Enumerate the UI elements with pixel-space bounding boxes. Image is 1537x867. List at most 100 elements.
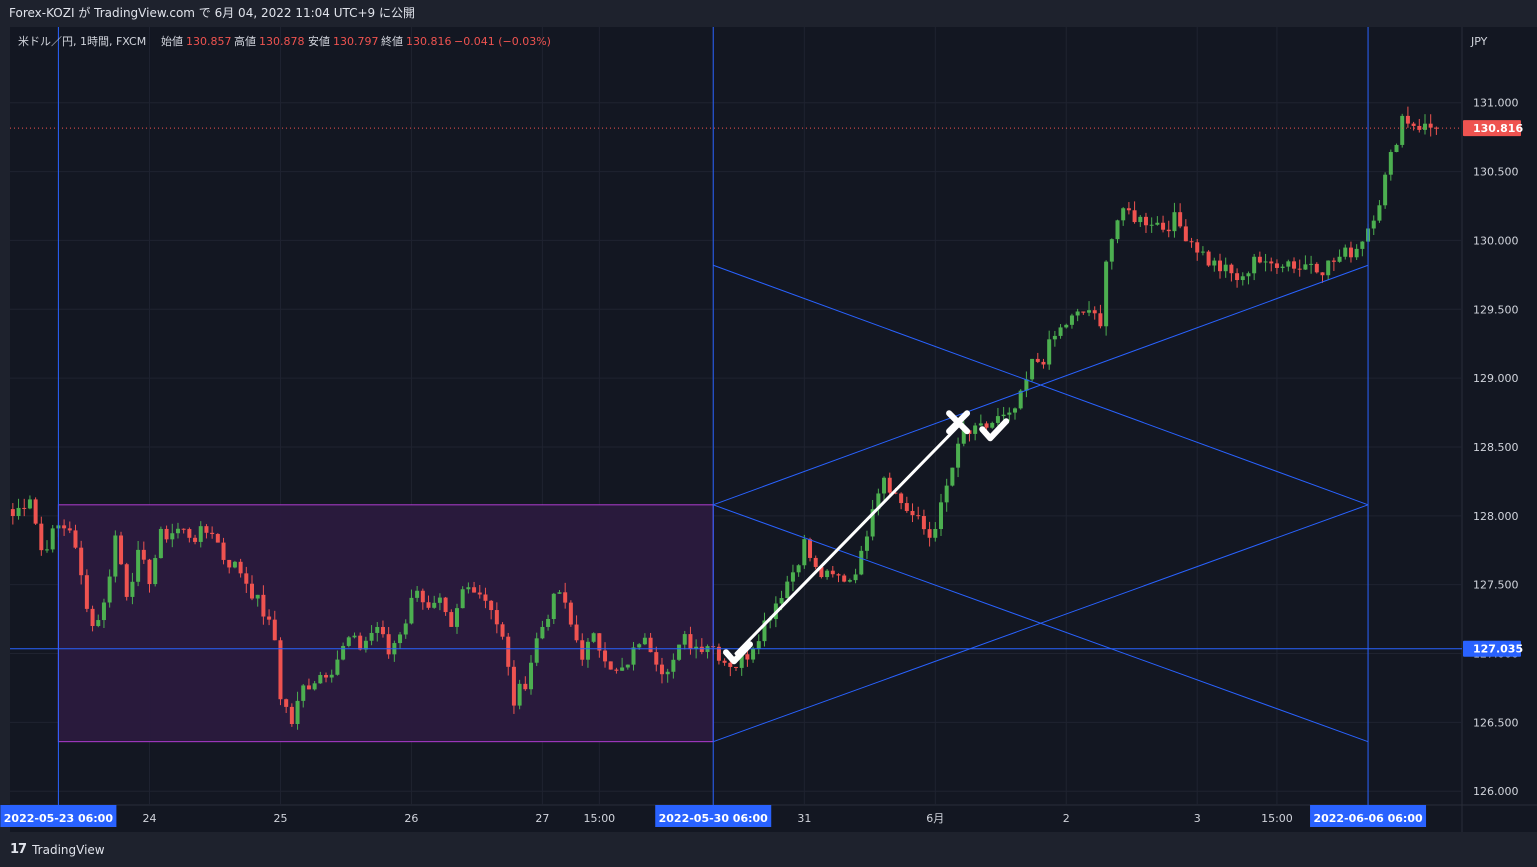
candle-body [1035,358,1040,362]
candle-body [802,539,807,566]
candle-body [289,706,294,725]
candle-body [557,592,562,594]
candle-body [375,627,380,633]
candle-body [295,700,300,725]
candle-body [335,659,340,675]
candle-body [1075,311,1080,316]
candle-body [324,675,329,678]
candle-body [420,590,425,603]
candle-body [1286,261,1291,267]
candle-body [403,623,408,635]
price-tick-label: 129.500 [1473,303,1519,316]
candle-body [449,612,454,627]
price-tick-label: 130.000 [1473,234,1519,247]
legend-high-value: 130.878 [259,35,305,48]
candle-body [1001,414,1006,417]
drawings [10,27,1462,805]
legend-open-label: 始値 [161,34,183,48]
candle-body [1109,239,1114,262]
candle-body [1172,212,1177,232]
candle-body [1218,260,1222,272]
candle-body [1041,361,1046,365]
candle-body [204,526,209,533]
cross-icon [946,410,971,435]
candle-body [1348,247,1353,258]
candle-body [45,549,50,551]
candle-body [568,602,573,625]
candle-body [1263,261,1268,263]
candle-body [808,539,813,558]
candle-body [301,685,306,701]
candle-body [210,532,215,535]
candle-body [830,570,835,575]
candle-body [1269,261,1274,264]
candle-body [1383,174,1388,206]
price-tick-label: 131.000 [1473,97,1519,110]
legend-low-label: 安値 [308,34,330,48]
candle-body [250,583,254,599]
time-tick-label: 25 [273,812,287,825]
candle-body [238,561,243,574]
candle-body [1155,222,1160,225]
candle-body [369,632,374,641]
candle-body [472,587,477,593]
chart[interactable]: 126.000126.500127.000127.500128.000128.5… [0,27,1537,832]
candle-body [563,592,568,603]
candle-body [1371,220,1376,229]
candle-body [1126,208,1131,211]
candle-body [119,535,124,565]
candle-body [842,575,847,582]
candle-body [312,683,317,690]
candle-body [511,666,516,706]
candles [10,106,1439,730]
candle-body [198,526,203,542]
candle-body [1411,123,1416,126]
candle-body [853,574,858,581]
candle-body [73,530,78,548]
candle-body [1422,123,1427,130]
candle-body [927,529,932,538]
brand-name: TradingView [32,842,105,857]
candle-body [1274,263,1279,268]
candle-body [876,493,881,510]
candle-body [1189,241,1194,243]
candle-body [175,528,180,534]
candle-body [694,646,699,650]
candle-body [1320,272,1325,276]
candle-body [1388,152,1393,175]
price-tick-label: 130.500 [1473,166,1519,179]
candle-body [90,608,95,627]
legend-high-label: 高値 [234,34,256,48]
candle-body [221,542,226,560]
candle-body [779,598,784,604]
candle-body [215,534,220,543]
candle-body [1292,261,1297,269]
candle-body [187,529,192,538]
candle-body [267,616,272,620]
candle-body [904,503,909,511]
candle-body [1331,260,1336,262]
candle-body [540,626,545,639]
candle-body [244,573,249,584]
candle-body [96,620,101,627]
price-tick-label: 126.500 [1473,716,1519,729]
footer: 17 TradingView [0,832,1537,867]
candle-body [1115,220,1120,240]
candle-body [67,528,72,531]
candle-body [1337,256,1342,262]
candle-body [825,570,830,578]
candle-body [677,644,682,660]
candle-body [585,641,590,660]
candle-body [380,627,385,635]
candle-body [193,537,198,542]
candle-body [1143,216,1148,226]
candle-body [1223,264,1228,272]
candle-body [1229,264,1234,274]
time-tag-bg [0,805,117,827]
candle-body [10,509,15,516]
candle-body [995,416,1000,423]
candle-body [1013,408,1018,413]
candle-body [232,561,237,568]
candle-body [631,647,636,665]
price-tick-label: 128.000 [1473,510,1519,523]
